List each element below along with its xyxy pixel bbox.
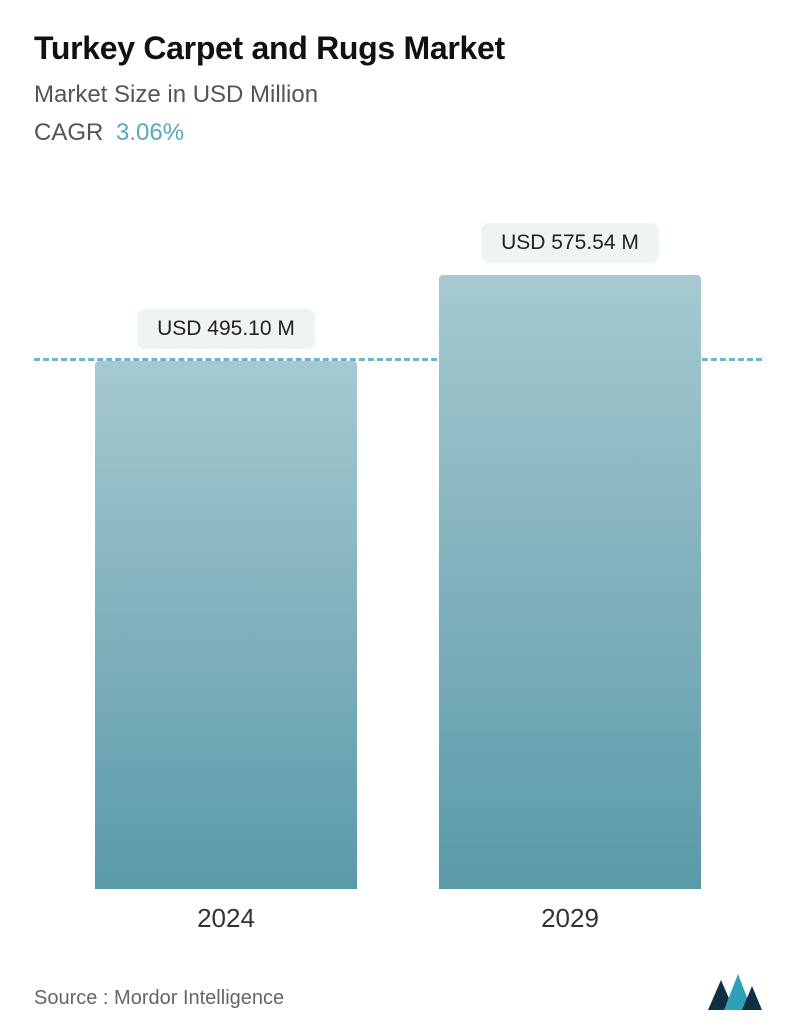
chart-subtitle: Market Size in USD Million xyxy=(34,81,762,109)
bar-group: USD 495.10 M xyxy=(95,309,357,889)
bars-group: USD 495.10 M USD 575.54 M xyxy=(34,197,762,889)
bar-group: USD 575.54 M xyxy=(439,223,701,889)
cagr-row: CAGR 3.06% xyxy=(34,119,762,147)
source-text: Source : Mordor Intelligence xyxy=(34,987,284,1010)
cagr-label: CAGR xyxy=(34,119,103,146)
x-axis-labels: 2024 2029 xyxy=(34,903,762,934)
value-label: USD 495.10 M xyxy=(137,309,315,349)
chart-plot-area: USD 495.10 M USD 575.54 M xyxy=(34,197,762,889)
chart-title: Turkey Carpet and Rugs Market xyxy=(34,30,762,67)
chart-footer: Source : Mordor Intelligence xyxy=(34,972,762,1014)
brand-logo-icon xyxy=(708,972,762,1010)
bar xyxy=(95,361,357,889)
value-label: USD 575.54 M xyxy=(481,223,659,263)
cagr-value: 3.06% xyxy=(116,119,184,146)
x-axis-label: 2024 xyxy=(95,903,357,934)
chart-container: Turkey Carpet and Rugs Market Market Siz… xyxy=(0,0,796,1034)
bar xyxy=(439,275,701,889)
x-axis-label: 2029 xyxy=(439,903,701,934)
